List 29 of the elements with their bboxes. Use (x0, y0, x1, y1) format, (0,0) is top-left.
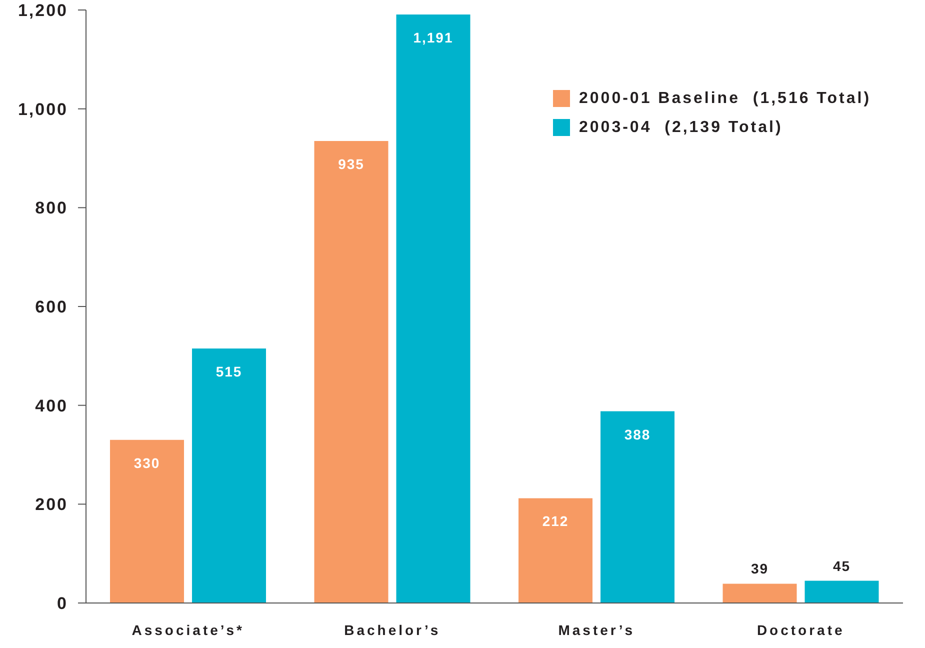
data-label: 39 (750, 560, 769, 577)
x-tick-label: Doctorate (756, 622, 845, 638)
x-tick-label: Bachelor’s (344, 622, 441, 638)
y-tick-label: 1,200 (18, 1, 68, 20)
data-label: 388 (624, 426, 651, 442)
bar (722, 584, 797, 603)
data-label: 935 (338, 156, 364, 172)
y-tick-label: 1,000 (18, 100, 68, 119)
data-label: 1,191 (413, 29, 454, 46)
bar (518, 498, 592, 603)
bar (110, 440, 184, 603)
data-label: 330 (134, 454, 160, 471)
data-label: 212 (542, 513, 569, 530)
x-tick-label: Associate’s* (132, 622, 244, 638)
data-label: 45 (832, 558, 851, 574)
bar (192, 348, 266, 603)
bar (396, 14, 470, 603)
y-tick-label: 400 (35, 396, 68, 416)
bar (600, 411, 674, 603)
y-tick-label: 600 (35, 298, 68, 316)
y-tick-label: 0 (57, 594, 68, 613)
bar (314, 140, 388, 603)
bar (804, 580, 879, 603)
legend-label: 2000-01 Baseline (1,516 Total) (579, 90, 872, 108)
data-label: 515 (216, 364, 242, 380)
x-tick-label: Master’s (558, 622, 636, 638)
legend-label: 2003-04 (2,139 Total) (579, 118, 783, 136)
y-tick-label: 800 (35, 198, 68, 218)
y-tick-label: 200 (35, 495, 68, 514)
